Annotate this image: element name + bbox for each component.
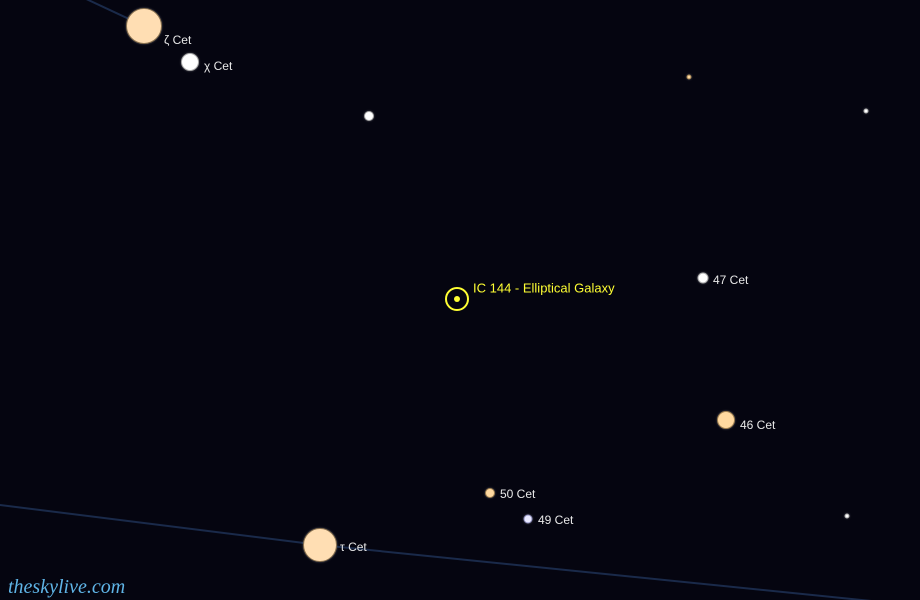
star-chart: ζ Cet χ Cet 47 Cet 46 Cet 50 Cet49 Cet τ Cet I… <box>0 0 920 600</box>
star-zeta-cet <box>126 8 162 44</box>
star-chi-cet <box>181 53 199 71</box>
star-faint-3 <box>845 514 850 519</box>
watermark: theskylive.com <box>8 576 125 599</box>
star-tau-cet <box>303 528 337 562</box>
star-label-chi-cet: χ Cet <box>204 59 232 73</box>
star-label-47-cet: 47 Cet <box>713 273 748 287</box>
target-label: IC 144 - Elliptical Galaxy <box>473 281 615 296</box>
star-46-cet <box>717 411 735 429</box>
target-dot <box>454 296 460 302</box>
star-50-cet <box>485 488 495 498</box>
star-label-50-cet: 50 Cet <box>500 487 535 501</box>
star-label-zeta-cet: ζ Cet <box>164 33 191 47</box>
star-label-tau-cet: τ Cet <box>340 540 367 554</box>
star-label-49-cet: 49 Cet <box>538 513 573 527</box>
star-faint-2 <box>864 109 869 114</box>
star-49-cet <box>524 515 533 524</box>
star-unnamed-1 <box>364 111 374 121</box>
star-faint-1 <box>687 75 692 80</box>
star-label-46-cet: 46 Cet <box>740 418 775 432</box>
star-47-cet <box>698 273 709 284</box>
